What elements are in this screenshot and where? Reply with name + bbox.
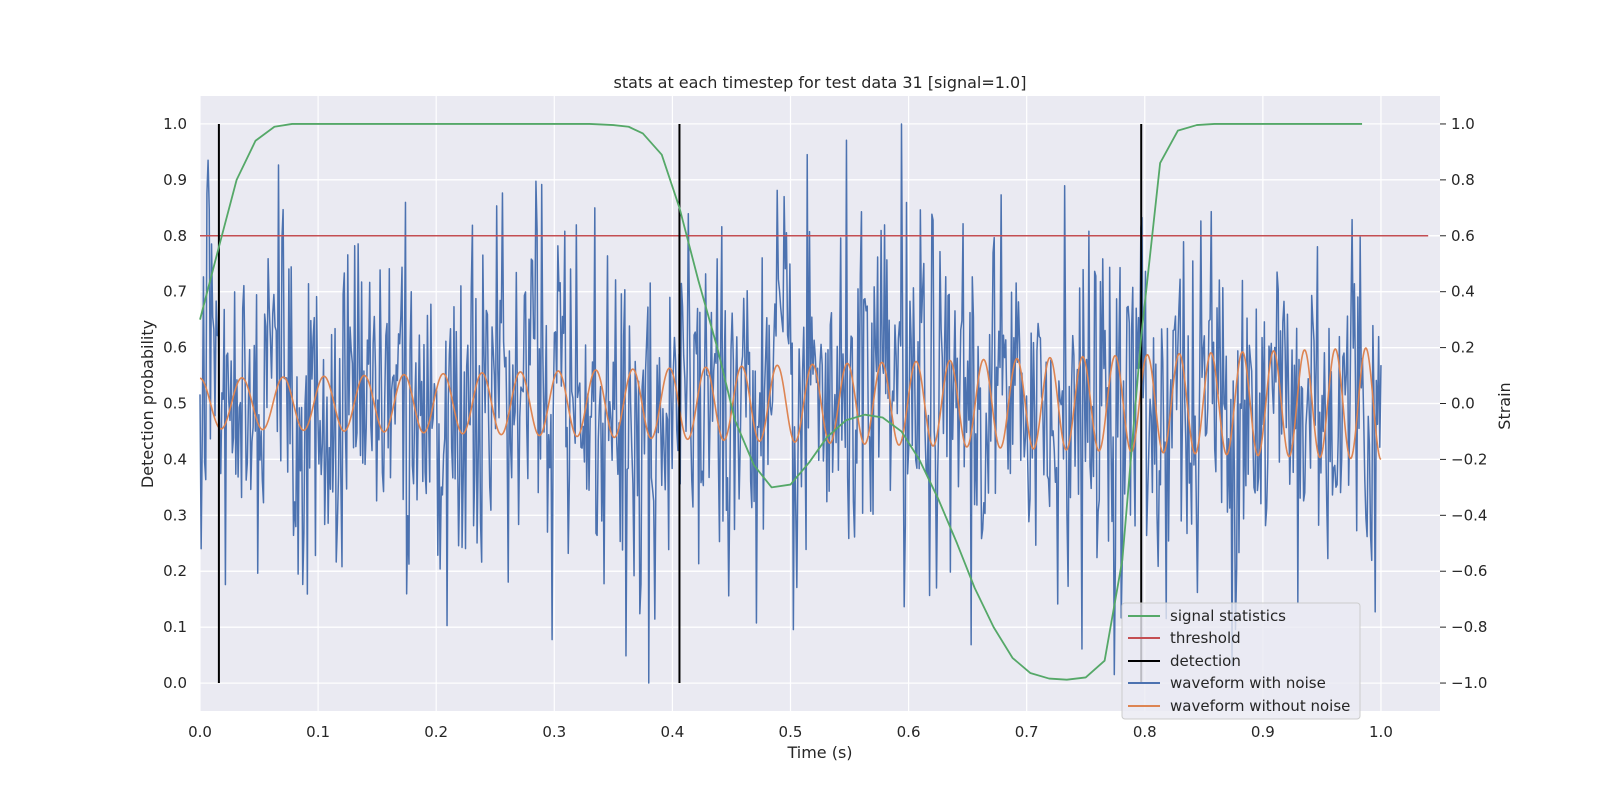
y-tick-label-left: 0.1 bbox=[163, 618, 187, 636]
x-tick-label: 0.6 bbox=[897, 723, 921, 741]
chart-title: stats at each timestep for test data 31 … bbox=[614, 73, 1027, 92]
y-tick-label-right: 1.0 bbox=[1451, 115, 1475, 133]
legend-label-signal-statistics: signal statistics bbox=[1170, 607, 1286, 625]
y-tick-label-right: −0.2 bbox=[1451, 450, 1487, 468]
x-ticks: 0.0 0.1 0.2 0.3 0.4 0.5 0.6 0.7 0.8 0.9 1.0 bbox=[188, 723, 1393, 741]
legend-label-threshold: threshold bbox=[1170, 629, 1241, 647]
y-tick-label-right: 0.0 bbox=[1451, 395, 1475, 413]
y-tick-label-left: 0.6 bbox=[163, 339, 187, 357]
y-tick-label-left: 0.8 bbox=[163, 227, 187, 245]
y-tick-label-right: −0.8 bbox=[1451, 618, 1487, 636]
x-tick-label: 0.1 bbox=[306, 723, 330, 741]
y-tick-label-right: 0.4 bbox=[1451, 283, 1475, 301]
y-ticks-right: −1.0 −0.8 −0.6 −0.4 −0.2 0.0 0.2 0.4 0.6 0.8 1.0 bbox=[1440, 115, 1487, 692]
x-tick-label: 0.2 bbox=[424, 723, 448, 741]
y-tick-label-right: −1.0 bbox=[1451, 674, 1487, 692]
y-tick-label-left: 1.0 bbox=[163, 115, 187, 133]
series-waveform-without-noise bbox=[199, 347, 1382, 461]
y-tick-label-left: 0.2 bbox=[163, 562, 187, 580]
x-tick-label: 0.4 bbox=[660, 723, 684, 741]
y-tick-label-right: 0.8 bbox=[1451, 171, 1475, 189]
y-tick-label-right: 0.2 bbox=[1451, 339, 1475, 357]
series-waveform-with-noise bbox=[199, 123, 1382, 684]
legend-label-waveform-with-noise: waveform with noise bbox=[1170, 674, 1326, 692]
y-axis-label-right: Strain bbox=[1495, 382, 1514, 429]
legend-label-waveform-without-noise: waveform without noise bbox=[1170, 697, 1350, 715]
x-tick-label: 0.0 bbox=[188, 723, 212, 741]
y-ticks-left: 0.0 0.1 0.2 0.3 0.4 0.5 0.6 0.7 0.8 0.9 1.0 bbox=[163, 115, 187, 692]
y-axis-label-left: Detection probability bbox=[138, 320, 157, 488]
y-tick-label-left: 0.7 bbox=[163, 283, 187, 301]
series-layer bbox=[199, 123, 1429, 684]
legend-label-detection: detection bbox=[1170, 652, 1241, 670]
y-tick-label-left: 0.3 bbox=[163, 506, 187, 524]
y-tick-label-right: 0.6 bbox=[1451, 227, 1475, 245]
x-tick-label: 0.3 bbox=[542, 723, 566, 741]
series-signal-statistics bbox=[199, 123, 1363, 681]
x-tick-label: 0.7 bbox=[1015, 723, 1039, 741]
y-tick-label-left: 0.0 bbox=[163, 674, 187, 692]
y-tick-label-right: −0.4 bbox=[1451, 506, 1487, 524]
x-tick-label: 0.8 bbox=[1133, 723, 1157, 741]
x-tick-label: 0.9 bbox=[1251, 723, 1275, 741]
y-tick-label-left: 0.9 bbox=[163, 171, 187, 189]
legend: signal statistics threshold detection wa… bbox=[1121, 602, 1361, 720]
x-tick-label: 0.5 bbox=[779, 723, 803, 741]
y-tick-label-right: −0.6 bbox=[1451, 562, 1487, 580]
x-tick-label: 1.0 bbox=[1369, 723, 1393, 741]
y-tick-label-left: 0.4 bbox=[163, 450, 187, 468]
x-axis-label: Time (s) bbox=[786, 743, 852, 762]
legend-box bbox=[1121, 602, 1361, 720]
y-tick-label-left: 0.5 bbox=[163, 395, 187, 413]
